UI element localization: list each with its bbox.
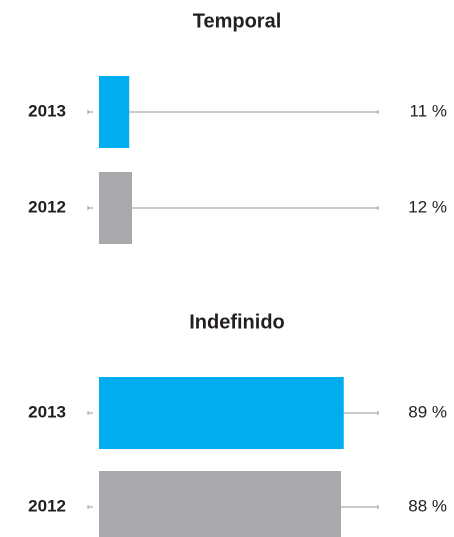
category-label: 2013 xyxy=(28,402,66,421)
value-label: 12 % xyxy=(408,197,447,216)
chart-title: Indefinido xyxy=(189,311,285,333)
category-label: 2013 xyxy=(28,101,66,120)
value-label: 11 % xyxy=(410,101,448,120)
bar xyxy=(99,471,341,537)
category-label: 2012 xyxy=(28,496,66,515)
value-label: 88 % xyxy=(408,496,447,515)
chart-title: Temporal xyxy=(193,10,282,32)
value-label: 89 % xyxy=(408,402,447,421)
bar xyxy=(99,172,132,244)
bar xyxy=(99,76,130,148)
bar xyxy=(99,377,344,449)
category-label: 2012 xyxy=(28,197,66,216)
